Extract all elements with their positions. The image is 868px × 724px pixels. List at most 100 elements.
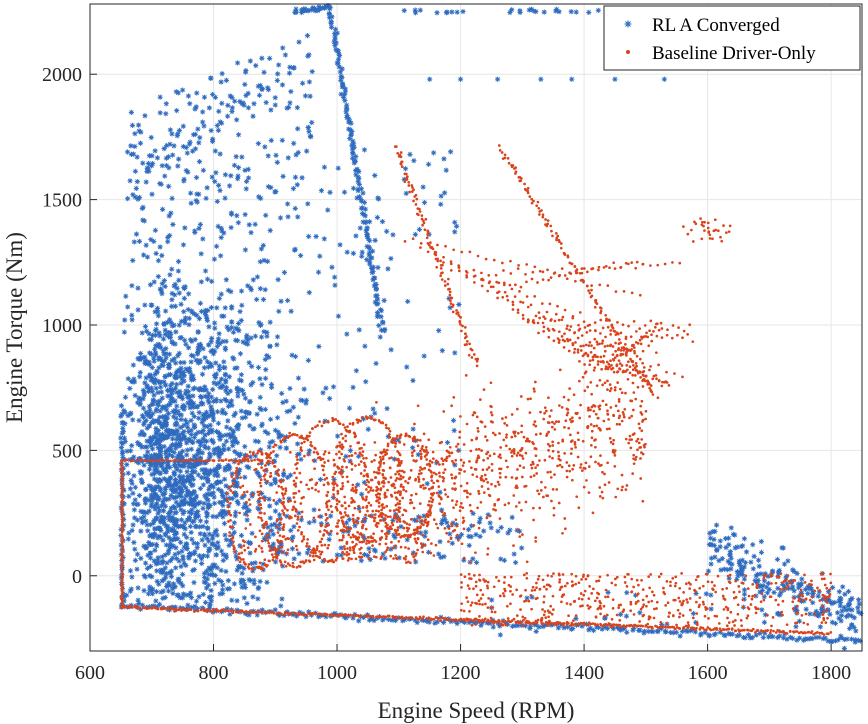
data-point bbox=[813, 634, 819, 641]
data-point bbox=[413, 435, 416, 439]
data-point bbox=[400, 618, 406, 624]
data-point bbox=[238, 577, 244, 583]
data-point bbox=[146, 331, 152, 337]
data-point bbox=[166, 213, 172, 219]
data-point bbox=[202, 475, 208, 481]
data-point bbox=[759, 588, 766, 594]
data-point bbox=[488, 525, 494, 531]
data-point bbox=[347, 458, 353, 464]
data-point bbox=[192, 603, 198, 609]
data-point bbox=[175, 268, 181, 274]
data-point bbox=[849, 607, 855, 613]
data-point bbox=[171, 356, 178, 362]
data-point bbox=[175, 90, 181, 96]
data-point bbox=[131, 501, 137, 507]
data-point bbox=[316, 4, 322, 10]
data-point bbox=[197, 485, 204, 492]
data-point bbox=[130, 490, 136, 496]
data-point bbox=[216, 108, 222, 114]
data-point bbox=[188, 459, 191, 462]
data-point bbox=[158, 389, 165, 395]
data-point bbox=[263, 367, 269, 373]
data-point bbox=[281, 487, 285, 491]
data-point bbox=[152, 346, 158, 352]
data-point bbox=[172, 422, 178, 428]
data-point bbox=[277, 521, 283, 527]
data-point bbox=[690, 626, 693, 630]
data-point bbox=[213, 552, 219, 558]
data-point bbox=[226, 495, 232, 501]
data-point bbox=[149, 160, 156, 167]
data-point bbox=[147, 362, 153, 368]
data-point bbox=[182, 526, 188, 532]
data-point bbox=[226, 497, 229, 501]
data-point bbox=[156, 420, 162, 426]
data-point bbox=[524, 451, 528, 455]
data-point bbox=[246, 612, 252, 618]
data-point bbox=[659, 621, 665, 628]
data-point bbox=[367, 541, 371, 544]
data-point bbox=[120, 454, 126, 461]
data-point bbox=[437, 485, 441, 488]
data-point bbox=[456, 301, 462, 308]
data-point bbox=[189, 338, 195, 344]
data-point bbox=[355, 482, 361, 488]
data-point bbox=[837, 599, 844, 605]
data-point bbox=[382, 519, 386, 522]
data-point bbox=[193, 174, 200, 181]
data-point bbox=[411, 454, 414, 457]
data-point bbox=[519, 395, 523, 398]
data-point bbox=[141, 462, 147, 468]
data-point bbox=[217, 609, 220, 613]
data-point bbox=[272, 102, 278, 108]
data-point bbox=[141, 573, 147, 579]
data-point bbox=[171, 521, 177, 528]
data-point bbox=[122, 421, 128, 427]
data-point bbox=[548, 622, 554, 628]
data-point bbox=[434, 543, 438, 547]
data-point bbox=[673, 629, 679, 635]
data-point bbox=[260, 561, 266, 567]
data-point bbox=[172, 374, 178, 380]
data-point bbox=[345, 528, 351, 535]
data-point bbox=[498, 149, 502, 152]
data-point bbox=[498, 524, 504, 531]
data-point bbox=[187, 101, 193, 107]
data-point bbox=[788, 579, 795, 585]
data-point bbox=[416, 404, 420, 408]
data-point bbox=[388, 546, 394, 552]
data-point bbox=[120, 471, 126, 477]
data-point bbox=[681, 627, 685, 630]
data-point bbox=[195, 329, 201, 335]
data-point bbox=[122, 438, 128, 445]
data-point bbox=[799, 576, 805, 582]
data-point bbox=[294, 491, 298, 495]
data-point bbox=[256, 449, 260, 453]
data-point bbox=[216, 331, 222, 337]
data-point bbox=[255, 439, 262, 445]
data-point bbox=[198, 385, 204, 391]
data-point bbox=[163, 542, 169, 548]
data-point bbox=[187, 552, 193, 558]
data-point bbox=[225, 403, 232, 409]
data-point bbox=[399, 151, 403, 154]
data-point bbox=[262, 406, 268, 413]
data-point bbox=[191, 422, 197, 428]
data-point bbox=[632, 408, 635, 412]
data-point bbox=[377, 505, 381, 508]
data-point bbox=[359, 249, 365, 255]
data-point bbox=[152, 547, 158, 553]
data-point bbox=[620, 391, 624, 395]
data-point bbox=[309, 119, 315, 126]
data-point bbox=[572, 393, 576, 397]
data-point bbox=[485, 512, 491, 518]
data-point bbox=[168, 331, 174, 337]
data-point bbox=[254, 411, 260, 417]
data-point bbox=[783, 573, 790, 579]
data-point bbox=[181, 544, 187, 550]
data-point bbox=[140, 396, 146, 402]
data-point bbox=[400, 160, 404, 164]
data-point bbox=[215, 446, 221, 452]
data-point bbox=[146, 483, 152, 489]
